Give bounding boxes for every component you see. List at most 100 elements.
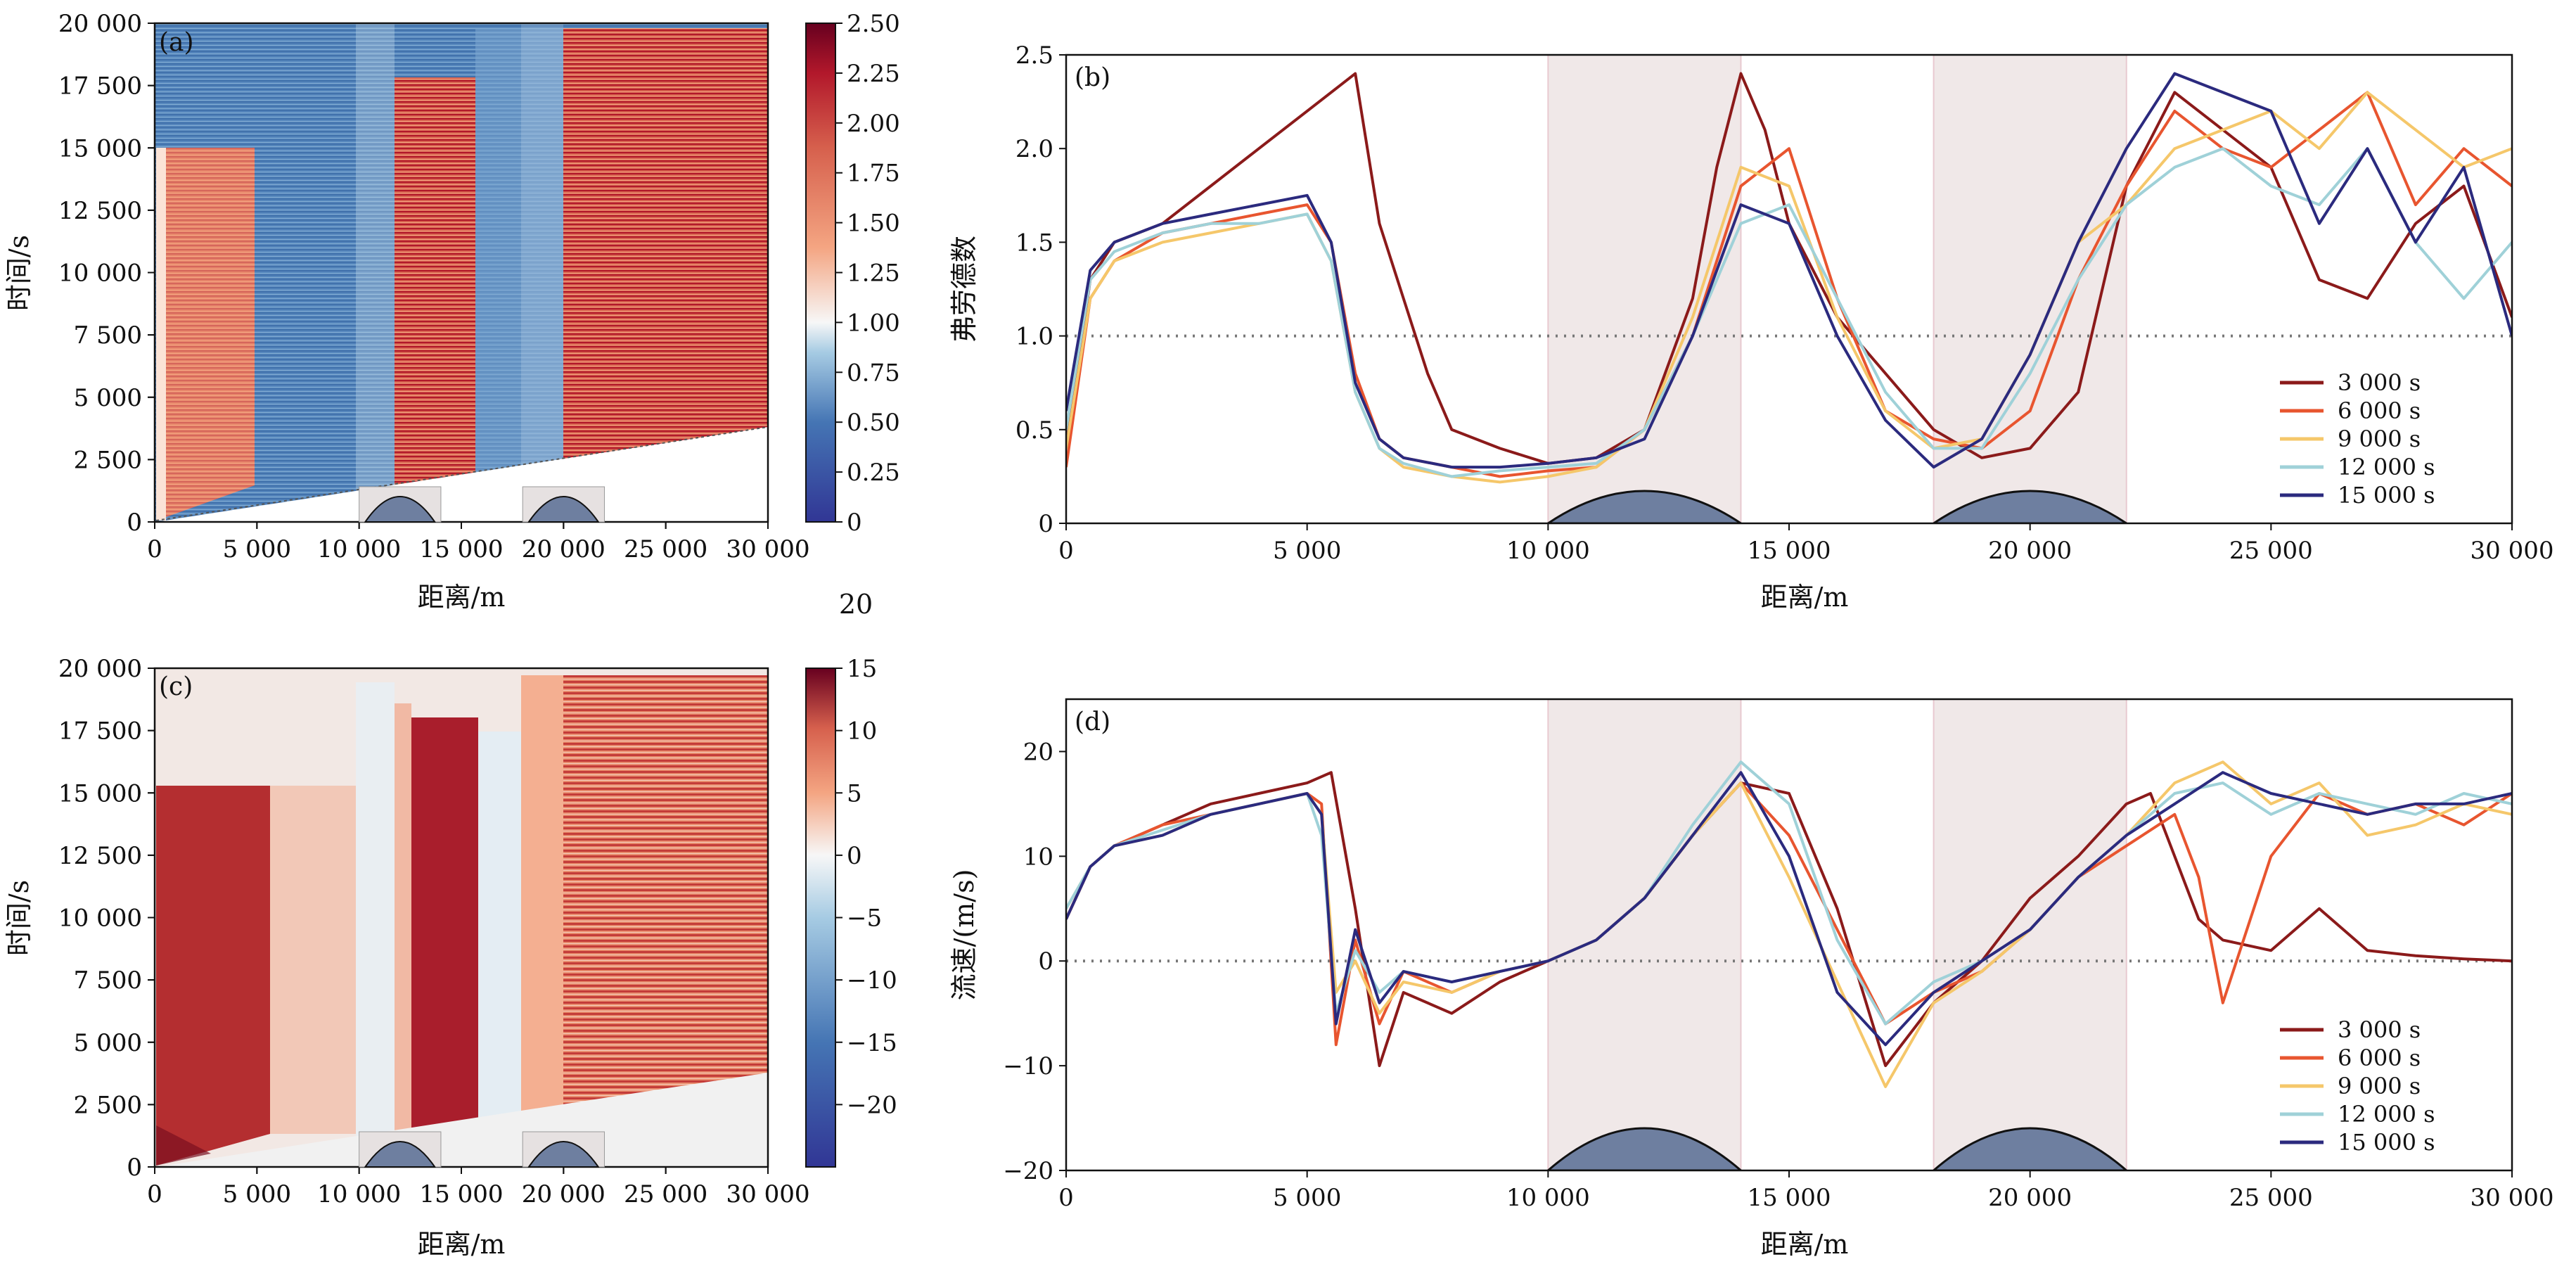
legend-label-0: 3 000 s xyxy=(2338,1016,2421,1043)
x-tick-label-d: 25 000 xyxy=(2229,1184,2313,1212)
y-tick-label-c: 10 000 xyxy=(58,905,142,933)
y-tick-label-a: 7 500 xyxy=(74,321,142,350)
y-tick-label-a: 20 000 xyxy=(58,10,142,38)
x-tick-label-b: 0 xyxy=(1058,537,1074,565)
colorbar-tick-label-a: 0.75 xyxy=(847,359,900,387)
colorbar-tick-label-c: 5 xyxy=(847,779,862,807)
y-tick-label-c: 17 500 xyxy=(58,717,142,746)
legend-label-4: 15 000 s xyxy=(2338,482,2435,509)
y-tick-label-d: 0 xyxy=(1038,947,1053,976)
y-tick-label-a: 15 000 xyxy=(58,134,142,162)
x-tick-label-b: 20 000 xyxy=(1988,537,2072,565)
shaded-regions-b xyxy=(1547,55,2127,523)
x-axis-label-a: 距离/m xyxy=(418,582,506,613)
panel-label-a: (a) xyxy=(159,28,194,57)
legend-label-0: 3 000 s xyxy=(2338,369,2421,396)
axis-ticks-d: 0 5 000 10 000 15 000 20 000 25 000 30 000 −20 −… xyxy=(1003,738,2553,1212)
colorbar-ticks-a: 0 0.25 0.50 0.75 1.00 1.25 1.50 1.75 2.00 2.25 2.5… xyxy=(835,10,900,537)
x-tick-label-d: 20 000 xyxy=(1988,1184,2072,1212)
legend-d: 3 000 s6 000 s9 000 s12 000 s15 000 s xyxy=(2280,1016,2435,1156)
colorbar-tick-label-a: 0.50 xyxy=(847,409,900,437)
y-tick-label-b: 2.0 xyxy=(1015,135,1053,163)
plot-frame-b xyxy=(1065,53,2513,525)
y-tick-label-d: 10 xyxy=(1023,843,1053,871)
x-tick-label-a: 15 000 xyxy=(420,535,504,563)
colorbar-tick-label-c: −20 xyxy=(847,1091,897,1119)
x-tick-label-a: 10 000 xyxy=(317,535,401,563)
x-tick-label-a: 5 000 xyxy=(223,535,291,563)
y-tick-label-b: 2.5 xyxy=(1015,42,1053,70)
y-tick-label-d: −10 xyxy=(1003,1052,1053,1080)
series-line-d-0 xyxy=(1066,771,2512,1068)
heatmap-c xyxy=(155,668,768,1167)
colorbar-tick-label-c: −15 xyxy=(847,1029,897,1057)
colorbar-tick-label-c: 10 xyxy=(847,717,877,746)
y-tick-label-c: 7 500 xyxy=(74,966,142,995)
x-tick-label-c: 0 xyxy=(147,1180,162,1208)
series-line-b-0 xyxy=(1066,72,2512,465)
x-tick-label-a: 5 000 xyxy=(223,535,291,563)
legend-label-4: 15 000 s xyxy=(2338,1129,2435,1156)
y-tick-label-d: −20 xyxy=(1003,1157,1053,1185)
series-line-d-1 xyxy=(1066,781,2512,1047)
hills-d xyxy=(1546,1127,2129,1170)
y-tick-label-a: 15 000 xyxy=(58,134,142,162)
x-tick-label-d: 5 000 xyxy=(1273,1184,1341,1212)
series-line-b-1 xyxy=(1066,91,2512,478)
shaded-regions-d xyxy=(1547,699,2127,1170)
shaded-region xyxy=(1933,699,2127,1170)
y-tick-label-a: 12 500 xyxy=(58,197,142,225)
series-line-d-4 xyxy=(1066,771,2512,1047)
y-tick-label-a: 10 000 xyxy=(58,260,142,288)
hill-shape xyxy=(1931,490,2129,523)
y-tick-label-c: 0 xyxy=(127,1154,142,1182)
y-axis-label-c: 时间/s xyxy=(4,880,34,956)
x-tick-label-c: 5 000 xyxy=(223,1180,291,1208)
y-tick-label-a: 5 000 xyxy=(74,384,142,412)
x-tick-label-c: 25 000 xyxy=(624,1180,707,1208)
hill-shape xyxy=(1546,1127,1743,1170)
axis-ticks-a: 0 5 000 10 000 15 000 20 000 25 000 30 000 0 2 5… xyxy=(58,10,809,563)
x-tick-label-b: 15 000 xyxy=(1748,537,1831,565)
colorbar-tick-label-a: 0.25 xyxy=(847,459,900,487)
x-tick-label-c: 20 000 xyxy=(522,1180,605,1208)
x-tick-label-c: 10 000 xyxy=(317,1180,401,1208)
y-tick-label-d: 20 xyxy=(1023,738,1053,766)
legend-label-2: 9 000 s xyxy=(2338,426,2421,452)
series-line-d-2 xyxy=(1066,760,2512,1088)
colorbar-tick-label-c: −10 xyxy=(847,966,897,995)
y-tick-label-c: 5 000 xyxy=(74,1029,142,1057)
heatmap-a xyxy=(155,23,768,522)
legend-label-3: 12 000 s xyxy=(2338,1101,2435,1128)
x-tick-label-a: 10 000 xyxy=(317,535,401,563)
y-axis-label-a: 时间/s xyxy=(4,235,34,311)
series-line-b-4 xyxy=(1066,72,2512,469)
x-axis-label-d: 距离/m xyxy=(1761,1229,1849,1260)
x-tick-label-b: 25 000 xyxy=(2229,537,2313,565)
y-tick-label-a: 12 500 xyxy=(58,197,142,225)
x-tick-label-a: 0 xyxy=(147,535,162,563)
y-tick-label-c: 20 000 xyxy=(58,655,142,683)
legend-label-1: 6 000 s xyxy=(2338,397,2421,424)
x-tick-label-d: 30 000 xyxy=(2471,1184,2554,1212)
x-tick-label-d: 15 000 xyxy=(1748,1184,1831,1212)
y-tick-label-b: 0.5 xyxy=(1015,416,1053,445)
plot-frame-d xyxy=(1065,698,2513,1172)
y-tick-label-a: 5 000 xyxy=(74,384,142,412)
y-tick-label-b: 0 xyxy=(1038,510,1053,538)
panel-a: (a) 0 5 000 10 000 15 000 20 000 25 000 30 000… xyxy=(4,10,900,613)
y-tick-label-a: 0 xyxy=(127,509,142,537)
y-axis-label-d: 流速/(m/s) xyxy=(949,869,980,1001)
y-tick-label-c: 12 500 xyxy=(58,842,142,870)
y-tick-label-b: 1.0 xyxy=(1015,323,1053,351)
x-tick-label-c: 20 000 xyxy=(522,1180,605,1208)
y-tick-label-a: 2 500 xyxy=(74,446,142,474)
axis-ticks-c: 0 5 000 10 000 15 000 20 000 25 000 30 000 0 2 5… xyxy=(58,655,809,1208)
y-tick-label-c: 0 xyxy=(127,1154,142,1182)
series-line-d-3 xyxy=(1066,760,2512,1026)
stray-label: 20 xyxy=(839,589,873,620)
y-tick-label-a: 10 000 xyxy=(58,260,142,288)
colorbar-tick-label-a: 1.25 xyxy=(847,260,900,288)
x-tick-label-d: 0 xyxy=(1058,1184,1074,1212)
